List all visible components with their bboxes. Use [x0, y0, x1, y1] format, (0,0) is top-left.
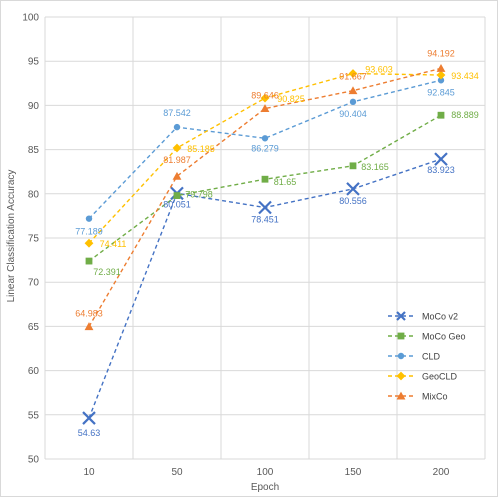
data-labels: 54.63 80.051 78.451 80.556 83.923 72.391 79.79…	[75, 48, 479, 438]
series-moco-v2	[82, 152, 448, 425]
data-label: 64.983	[75, 309, 103, 319]
legend-item: MoCo v2	[388, 311, 458, 322]
data-point-square	[397, 332, 405, 340]
legend: MoCo v2 MoCo Geo CLD GeoCLD MixCo	[388, 311, 466, 402]
data-label: 54.63	[78, 428, 101, 438]
legend-item: MixCo	[388, 392, 448, 402]
data-label: 87.542	[163, 108, 191, 118]
data-label: 83.165	[361, 162, 389, 172]
y-tick-label: 50	[28, 455, 40, 466]
legend-label: MixCo	[422, 392, 448, 402]
data-point-diamond	[348, 69, 358, 78]
data-label: 92.845	[427, 87, 455, 97]
y-tick-label: 90	[28, 101, 40, 112]
legend-item: GeoCLD	[388, 372, 458, 382]
data-label: 78.451	[251, 214, 279, 224]
data-point-square	[85, 257, 93, 265]
data-label: 89.646	[251, 91, 279, 101]
data-label: 85.185	[187, 144, 215, 154]
data-label: 83.923	[427, 165, 455, 175]
data-label: 72.391	[93, 267, 121, 277]
data-point-triangle	[348, 86, 358, 95]
data-point-square	[173, 192, 181, 199]
y-tick-label: 75	[28, 234, 40, 245]
data-point-circle	[437, 77, 445, 84]
data-point-x	[434, 152, 448, 166]
data-point-x	[346, 182, 360, 196]
x-tick-label: 10	[83, 467, 95, 478]
legend-label: CLD	[422, 352, 441, 362]
data-point-diamond	[172, 143, 182, 153]
data-label: 88.889	[451, 110, 479, 120]
x-axis-label: Epoch	[251, 482, 279, 493]
data-label: 93.603	[365, 65, 393, 75]
data-point-x	[82, 411, 96, 425]
data-label: 80.556	[339, 196, 367, 206]
x-tick-label: 50	[171, 467, 183, 478]
data-point-triangle	[260, 104, 270, 113]
legend-item: MoCo Geo	[388, 332, 466, 342]
data-label: 74.411	[100, 239, 127, 249]
data-point-square	[437, 111, 445, 119]
data-point-diamond	[84, 238, 94, 248]
data-point-circle	[349, 98, 357, 106]
series-moco-geo	[85, 111, 445, 265]
y-tick-label: 60	[28, 366, 40, 377]
series-cld	[85, 77, 445, 222]
data-point-triangle	[396, 391, 406, 400]
data-point-triangle	[436, 63, 446, 72]
y-tick-label: 70	[28, 278, 40, 289]
tick-labels: 50 55 60 65 70 75 80 85 90 95 100 10 50 100 150 200	[22, 13, 449, 479]
y-tick-label: 65	[28, 322, 40, 333]
data-point-square	[349, 162, 357, 170]
x-tick-label: 150	[345, 467, 362, 478]
x-tick-label: 100	[257, 467, 274, 478]
y-tick-label: 55	[28, 410, 40, 421]
series-line	[88, 72, 442, 244]
data-point-circle	[397, 352, 405, 360]
data-label: 81.65	[274, 177, 297, 187]
data-point-circle	[261, 135, 269, 142]
y-axis-label: Linear Classification Accuracy	[6, 170, 17, 303]
legend-label: MoCo Geo	[422, 332, 466, 342]
data-point-diamond	[260, 93, 270, 103]
series-geocld	[84, 69, 446, 248]
data-point-circle	[173, 123, 181, 131]
y-tick-label: 85	[28, 145, 40, 156]
x-tick-label: 200	[433, 467, 450, 478]
y-tick-label: 95	[28, 57, 40, 68]
data-point-triangle	[84, 322, 94, 331]
series-line	[88, 79, 442, 220]
legend-label: MoCo v2	[422, 312, 458, 322]
data-point-diamond	[396, 371, 406, 381]
data-point-x	[258, 200, 272, 215]
data-label: 91.667	[339, 72, 367, 82]
data-label: 93.434	[451, 71, 479, 81]
data-label: 81.987	[163, 155, 191, 165]
data-label: 90.825	[277, 94, 305, 104]
y-tick-label: 80	[28, 189, 40, 200]
y-tick-label: 100	[22, 13, 39, 24]
data-point-triangle	[172, 171, 182, 180]
data-point-diamond	[436, 70, 446, 80]
legend-item: CLD	[388, 352, 441, 362]
data-label: 77.189	[75, 227, 103, 237]
data-label: 86.279	[251, 143, 279, 153]
series-lines	[82, 63, 448, 425]
data-label: 80.051	[163, 199, 191, 209]
data-label: 90.404	[339, 109, 367, 119]
data-label: 94.192	[427, 48, 455, 58]
data-point-x	[396, 311, 406, 321]
data-label: 79.798	[185, 190, 213, 200]
series-mixco	[84, 63, 446, 331]
data-point-circle	[85, 215, 93, 222]
data-point-square	[261, 175, 269, 183]
legend-label: GeoCLD	[422, 372, 458, 382]
